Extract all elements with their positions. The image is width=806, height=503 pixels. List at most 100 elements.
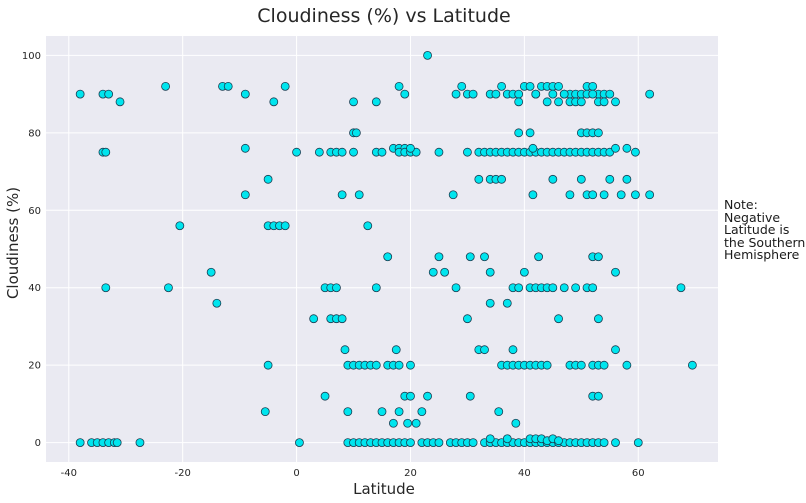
- data-point: [269, 97, 279, 107]
- data-point: [485, 298, 495, 308]
- data-point: [594, 314, 603, 324]
- data-point: [622, 143, 632, 153]
- data-point: [531, 89, 541, 99]
- data-point: [406, 438, 415, 448]
- data-point: [394, 407, 404, 417]
- data-point: [465, 391, 475, 401]
- data-point: [605, 89, 615, 99]
- data-point: [280, 221, 290, 231]
- data-point: [528, 143, 538, 153]
- data-point: [514, 89, 524, 99]
- data-point: [514, 283, 524, 293]
- x-tick-label: -40: [61, 468, 77, 479]
- data-point: [514, 128, 524, 138]
- data-point: [576, 97, 586, 107]
- data-point: [383, 252, 393, 262]
- data-point: [542, 97, 552, 107]
- data-point: [292, 147, 301, 157]
- data-point: [337, 190, 347, 200]
- data-point: [175, 221, 185, 231]
- data-point: [559, 89, 569, 99]
- data-point: [314, 147, 324, 157]
- data-point: [112, 438, 122, 448]
- data-point: [480, 345, 489, 355]
- data-point: [406, 391, 415, 401]
- data-point: [511, 418, 521, 428]
- data-point: [451, 89, 461, 99]
- data-point: [594, 128, 603, 138]
- data-point: [240, 190, 250, 200]
- data-point: [485, 434, 495, 444]
- data-point: [599, 97, 609, 107]
- data-point: [377, 147, 387, 157]
- data-point: [465, 252, 475, 262]
- data-point: [497, 174, 506, 184]
- data-point: [502, 434, 512, 444]
- data-point: [161, 81, 170, 91]
- data-point: [468, 438, 478, 448]
- x-tick-label: -20: [175, 468, 191, 479]
- data-point: [371, 97, 381, 107]
- data-point: [588, 190, 598, 200]
- data-point: [101, 283, 111, 293]
- data-point: [554, 436, 563, 446]
- data-point: [491, 89, 501, 99]
- data-point: [605, 174, 615, 184]
- data-point: [423, 50, 432, 60]
- x-tick-label: 60: [632, 468, 645, 479]
- data-point: [240, 143, 250, 153]
- y-tick-label: 0: [35, 438, 41, 449]
- data-point: [485, 267, 495, 277]
- data-point: [645, 89, 655, 99]
- y-tick-labels: 0 20 40 60 80 100: [22, 51, 41, 449]
- data-point: [599, 360, 609, 370]
- data-point: [115, 97, 125, 107]
- data-point: [599, 438, 609, 448]
- data-point: [411, 418, 421, 428]
- data-point: [340, 345, 350, 355]
- data-point: [565, 190, 575, 200]
- chart-note: Note: Negative Latitude is the Southern …: [724, 197, 806, 262]
- data-point: [423, 391, 432, 401]
- data-point: [633, 438, 643, 448]
- data-point: [463, 314, 472, 324]
- data-point: [428, 267, 438, 277]
- data-point: [295, 438, 304, 448]
- data-point: [263, 174, 273, 184]
- data-point: [611, 345, 620, 355]
- data-point: [534, 252, 544, 262]
- data-point: [371, 360, 381, 370]
- data-point: [400, 89, 410, 99]
- x-tick-label: 40: [518, 468, 531, 479]
- data-point: [645, 190, 655, 200]
- data-point: [451, 283, 461, 293]
- data-point: [502, 298, 512, 308]
- data-point: [371, 283, 381, 293]
- x-tick-label: 0: [293, 468, 299, 479]
- data-point: [104, 89, 114, 99]
- data-point: [611, 143, 620, 153]
- data-point: [75, 438, 85, 448]
- data-point: [588, 283, 598, 293]
- data-point: [101, 147, 111, 157]
- data-point: [434, 147, 444, 157]
- data-point: [548, 174, 558, 184]
- data-point: [554, 314, 563, 324]
- data-point: [394, 360, 404, 370]
- data-point: [571, 283, 581, 293]
- data-point: [309, 314, 319, 324]
- data-point: [349, 147, 358, 157]
- data-point: [480, 252, 489, 262]
- data-point: [594, 252, 603, 262]
- data-point: [611, 438, 620, 448]
- data-point: [494, 407, 504, 417]
- data-point: [457, 81, 467, 91]
- data-point: [394, 81, 404, 91]
- y-axis-label: Cloudiness (%): [4, 187, 22, 299]
- data-point: [223, 81, 233, 91]
- data-point: [403, 418, 413, 428]
- data-point: [559, 283, 569, 293]
- data-point: [554, 81, 563, 91]
- y-tick-label: 60: [28, 206, 41, 217]
- data-point: [676, 283, 686, 293]
